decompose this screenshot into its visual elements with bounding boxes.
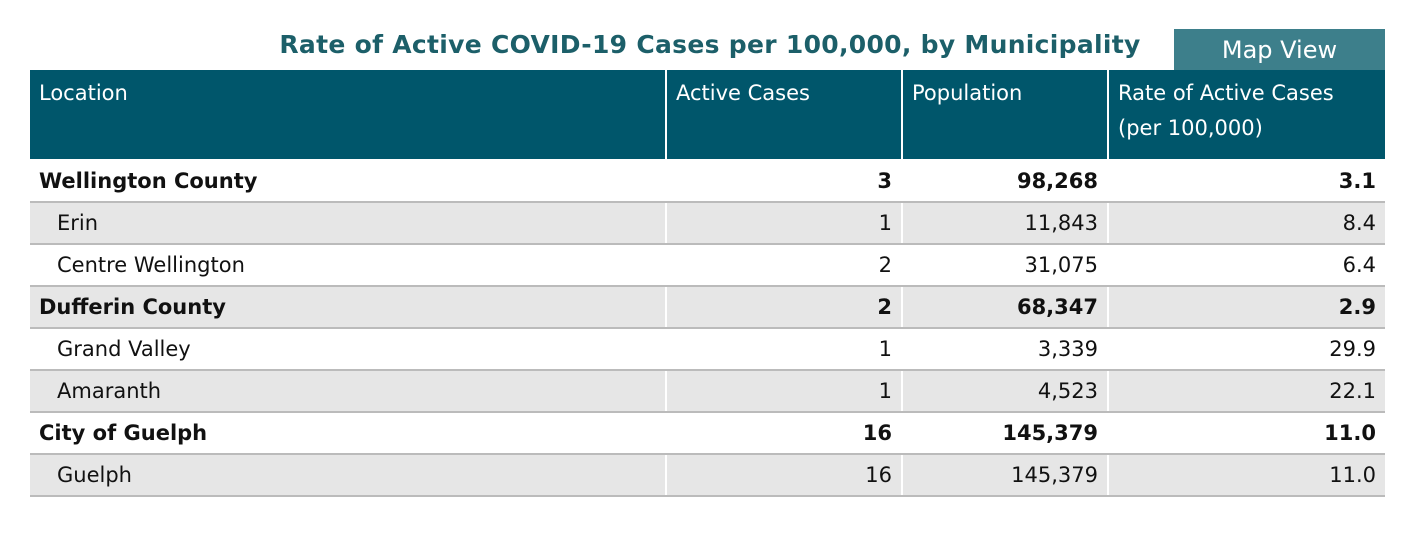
table-cell: 145,379 [902, 454, 1109, 497]
table-cell: 2 [666, 244, 903, 287]
table-cell: 6.4 [1108, 244, 1385, 287]
table-cell: 2 [666, 286, 903, 329]
table-cell: 11.0 [1108, 454, 1385, 497]
table-cell: 16 [666, 454, 903, 497]
table-cell: 16 [666, 412, 903, 455]
table-row: Wellington County 3 98,268 3.1 [30, 159, 1385, 203]
table-row: Amaranth 1 4,523 22.1 [30, 370, 1385, 413]
table-cell: 2.9 [1108, 286, 1385, 329]
header-cell: Population [902, 70, 1109, 160]
header-row: Location Active Cases Population Rate of… [30, 70, 1385, 160]
header-cell: Location [30, 70, 667, 160]
table: Location Active Cases Population Rate of… [30, 70, 1385, 497]
table-cell: 145,379 [902, 412, 1109, 455]
table-row: Dufferin County 2 68,347 2.9 [30, 286, 1385, 329]
table-cell: 98,268 [902, 159, 1109, 203]
table-cell: Dufferin County [30, 286, 667, 329]
title: Rate of Active COVID-19 Cases per 100,00… [279, 30, 1141, 59]
table-cell: 3.1 [1108, 159, 1385, 203]
table-cell: 3,339 [902, 328, 1109, 371]
table-cell: Centre Wellington [30, 244, 667, 287]
header-cell: Active Cases [666, 70, 903, 160]
table-cell: 1 [666, 202, 903, 245]
table-cell: Amaranth [30, 370, 667, 413]
table-cell: 1 [666, 370, 903, 413]
header-cell: Rate of Active Cases (per 100,000) [1108, 70, 1385, 160]
table-cell: 11,843 [902, 202, 1109, 245]
table-cell: Grand Valley [30, 328, 667, 371]
table-row: Erin 1 11,843 8.4 [30, 202, 1385, 245]
table-cell: City of Guelph [30, 412, 667, 455]
table-cell: 8.4 [1108, 202, 1385, 245]
table-cell: 1 [666, 328, 903, 371]
table-cell: 4,523 [902, 370, 1109, 413]
table-cell: Guelph [30, 454, 667, 497]
table-cell: 29.9 [1108, 328, 1385, 371]
table-row: Guelph 16 145,379 11.0 [30, 454, 1385, 497]
table-cell: 11.0 [1108, 412, 1385, 455]
map-view-button[interactable]: Map View [1174, 29, 1385, 70]
table-row: City of Guelph 16 145,379 11.0 [30, 412, 1385, 455]
table-cell: 68,347 [902, 286, 1109, 329]
table-cell: Wellington County [30, 159, 667, 203]
table-cell: 22.1 [1108, 370, 1385, 413]
table-cell: 3 [666, 159, 903, 203]
table-row: Grand Valley 1 3,339 29.9 [30, 328, 1385, 371]
table-cell: Erin [30, 202, 667, 245]
table-cell: 31,075 [902, 244, 1109, 287]
table-row: Centre Wellington 2 31,075 6.4 [30, 244, 1385, 287]
